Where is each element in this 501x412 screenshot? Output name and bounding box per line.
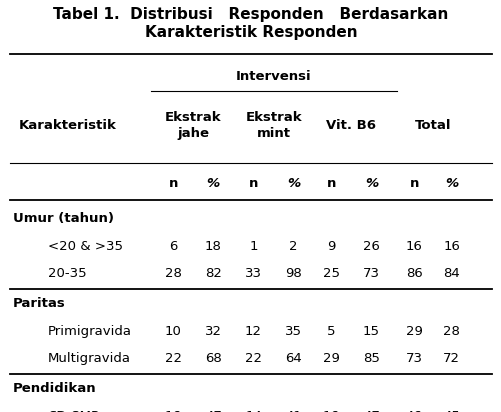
Text: 47: 47: [204, 410, 221, 412]
Text: 22: 22: [244, 352, 262, 365]
Text: Intervensi: Intervensi: [235, 70, 311, 83]
Text: 73: 73: [405, 352, 422, 365]
Text: 16: 16: [322, 410, 339, 412]
Text: 10: 10: [164, 325, 181, 338]
Text: %: %: [444, 177, 457, 190]
Text: 16: 16: [164, 410, 181, 412]
Text: 41: 41: [285, 410, 302, 412]
Text: 82: 82: [204, 267, 221, 281]
Text: 29: 29: [405, 325, 422, 338]
Text: Multigravida: Multigravida: [48, 352, 130, 365]
Text: 47: 47: [362, 410, 379, 412]
Text: n: n: [409, 177, 418, 190]
Text: 16: 16: [442, 240, 459, 253]
Text: Karakteristik: Karakteristik: [19, 119, 116, 132]
Text: Pendidikan: Pendidikan: [13, 382, 96, 395]
Text: 32: 32: [204, 325, 221, 338]
Text: 15: 15: [362, 325, 379, 338]
Text: <20 & >35: <20 & >35: [48, 240, 122, 253]
Text: %: %: [364, 177, 377, 190]
Text: 85: 85: [362, 352, 379, 365]
Text: 6: 6: [169, 240, 177, 253]
Text: 68: 68: [204, 352, 221, 365]
Text: 1: 1: [249, 240, 257, 253]
Text: 22: 22: [164, 352, 181, 365]
Text: n: n: [168, 177, 177, 190]
Text: Paritas: Paritas: [13, 297, 65, 310]
Text: %: %: [206, 177, 219, 190]
Text: Primigravida: Primigravida: [48, 325, 131, 338]
Text: 86: 86: [405, 267, 422, 281]
Text: 72: 72: [442, 352, 459, 365]
Text: 2: 2: [289, 240, 297, 253]
Text: 98: 98: [285, 267, 302, 281]
Text: 14: 14: [244, 410, 262, 412]
Text: 26: 26: [362, 240, 379, 253]
Text: 64: 64: [285, 352, 302, 365]
Text: 33: 33: [244, 267, 262, 281]
Text: 25: 25: [322, 267, 339, 281]
Text: 73: 73: [362, 267, 379, 281]
Text: 12: 12: [244, 325, 262, 338]
Text: 29: 29: [322, 352, 339, 365]
Text: Vit. B6: Vit. B6: [326, 119, 376, 132]
Text: Umur (tahun): Umur (tahun): [13, 212, 113, 225]
Text: Karakteristik Responden: Karakteristik Responden: [144, 26, 357, 40]
Text: 9: 9: [327, 240, 335, 253]
Text: 16: 16: [405, 240, 422, 253]
Text: 35: 35: [285, 325, 302, 338]
Text: 84: 84: [442, 267, 459, 281]
Text: 5: 5: [327, 325, 335, 338]
Text: Ekstrak
mint: Ekstrak mint: [245, 111, 301, 140]
Text: n: n: [248, 177, 258, 190]
Text: n: n: [326, 177, 335, 190]
Text: SD-SMP: SD-SMP: [48, 410, 99, 412]
Text: Tabel 1.  Distribusi   Responden   Berdasarkan: Tabel 1. Distribusi Responden Berdasarka…: [53, 7, 448, 22]
Text: 45: 45: [442, 410, 459, 412]
Text: 28: 28: [164, 267, 181, 281]
Text: 28: 28: [442, 325, 459, 338]
Text: 20-35: 20-35: [48, 267, 86, 281]
Text: %: %: [287, 177, 300, 190]
Text: 18: 18: [204, 240, 221, 253]
Text: Ekstrak
jahe: Ekstrak jahe: [165, 111, 221, 140]
Text: Total: Total: [414, 119, 450, 132]
Text: 46: 46: [405, 410, 422, 412]
